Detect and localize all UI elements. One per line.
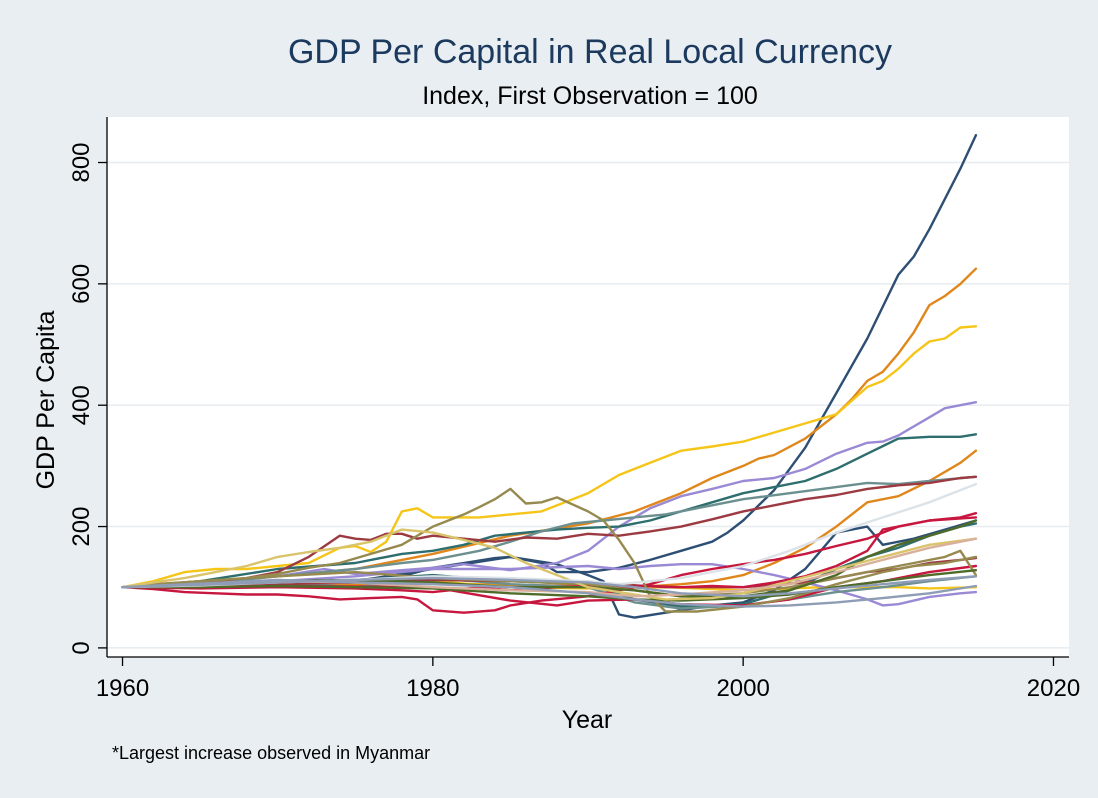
y-tick-label: 600 <box>68 264 95 304</box>
x-tick-label: 2000 <box>716 675 769 702</box>
chart-title: GDP Per Capital in Real Local Currency <box>288 33 892 71</box>
x-tick-label: 1980 <box>406 675 459 702</box>
x-axis-label: Year <box>562 706 613 734</box>
series-line-5 <box>121 325 978 589</box>
y-tick-label: 0 <box>68 641 95 654</box>
series-line-18 <box>121 487 978 613</box>
series-lines <box>121 134 978 619</box>
axes <box>106 117 1069 658</box>
chart-note: *Largest increase observed in Myanmar <box>112 743 430 763</box>
y-axis-label: GDP Per Capita <box>32 311 60 490</box>
series-line-16 <box>121 516 978 594</box>
y-tick-label: 200 <box>68 507 95 547</box>
series-line-9 <box>121 433 978 589</box>
tick-marks: 0 200 400 600 800 1960 1980 2000 2020 <box>68 142 1080 702</box>
x-tick-label: 2020 <box>1027 675 1080 702</box>
y-tick-label: 400 <box>68 385 95 425</box>
gridlines <box>107 161 1069 649</box>
y-tick-label: 800 <box>68 142 95 182</box>
chart-subtitle: Index, First Observation = 100 <box>422 82 758 110</box>
series-line-4 <box>121 449 978 589</box>
series-line-13 <box>121 475 978 589</box>
series-line-22 <box>121 528 978 601</box>
x-tick-label: 1960 <box>96 675 149 702</box>
series-line-26 <box>121 575 978 598</box>
